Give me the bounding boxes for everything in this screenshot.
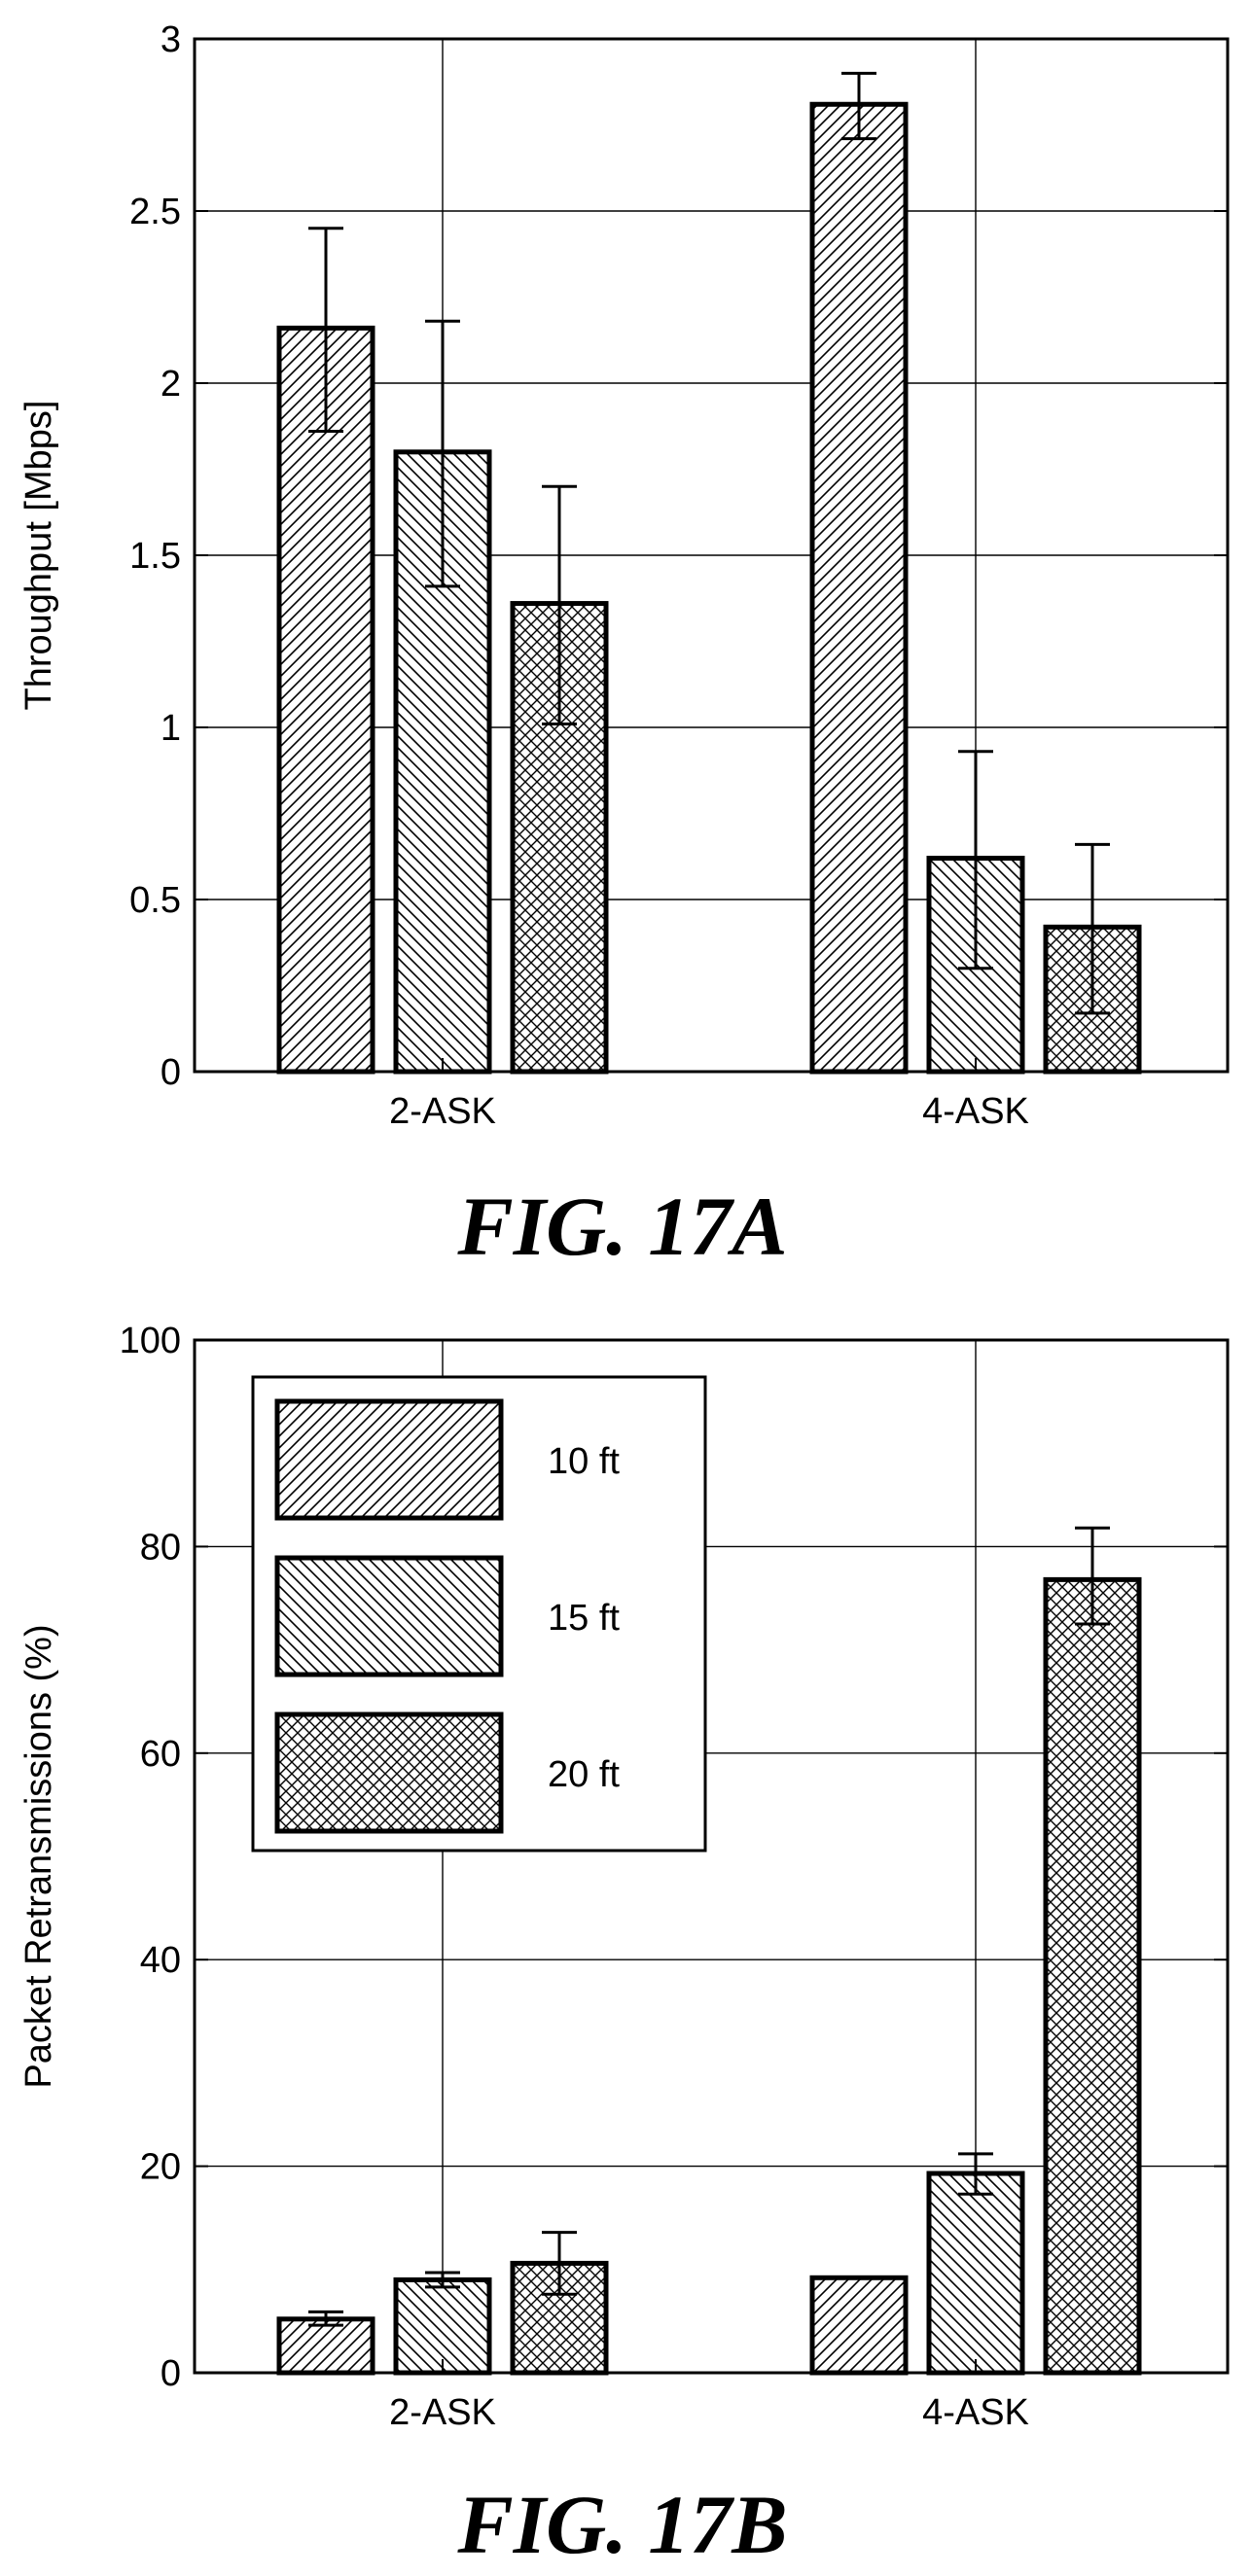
bar xyxy=(809,2275,909,2376)
y-axis-label: Throughput [Mbps] xyxy=(18,401,59,711)
y-tick-label: 0.5 xyxy=(129,880,181,921)
legend-label: 10 ft xyxy=(548,1441,620,1482)
legend-swatch xyxy=(274,1398,504,1521)
y-tick-label: 0 xyxy=(161,1052,181,1093)
y-tick-label: 60 xyxy=(140,1734,181,1775)
y-tick-label: 80 xyxy=(140,1527,181,1568)
chart-retransmissions: 0 20 40 60 80 100 2-ASK 4-ASK Packet Retransmiss… xyxy=(18,1321,1230,2433)
y-tick-label: 40 xyxy=(140,1940,181,1981)
y-tick-label: 1.5 xyxy=(129,536,181,577)
legend-label: 15 ft xyxy=(548,1598,620,1639)
bar xyxy=(926,2170,1025,2376)
plot-frame xyxy=(193,37,1230,1074)
y-tick-label: 2.5 xyxy=(129,192,181,232)
chart-throughput: 0 0.5 1 1.5 2 2.5 3 2-ASK 4-ASK Throughput [Mbps] xyxy=(18,19,1230,1132)
bar xyxy=(276,325,375,1075)
legend: 10 ft 15 ft 20 ft xyxy=(251,1375,707,1853)
bar xyxy=(1043,1576,1142,2376)
legend-swatch xyxy=(274,1555,504,1677)
plot-frame xyxy=(193,1338,1230,2375)
legend-label: 20 ft xyxy=(548,1754,620,1795)
y-tick-label: 1 xyxy=(161,708,181,749)
y-tick-label: 100 xyxy=(120,1321,181,1361)
bar xyxy=(276,2316,375,2376)
y-tick-label: 2 xyxy=(161,364,181,405)
figure-caption: FIG. 17B xyxy=(456,2478,787,2571)
y-tick-label: 3 xyxy=(161,19,181,60)
x-tick-label: 4-ASK xyxy=(922,1091,1029,1132)
y-axis-label: Packet Retransmissions (%) xyxy=(18,1624,59,2088)
figure-caption: FIG. 17A xyxy=(456,1180,787,1273)
y-tick-label: 20 xyxy=(140,2147,181,2188)
bar xyxy=(809,101,909,1075)
x-tick-label: 2-ASK xyxy=(389,2392,496,2433)
bar xyxy=(393,2276,492,2376)
y-tick-label: 0 xyxy=(161,2353,181,2394)
legend-swatch xyxy=(274,1711,504,1834)
x-tick-label: 2-ASK xyxy=(389,1091,496,1132)
x-tick-label: 4-ASK xyxy=(922,2392,1029,2433)
